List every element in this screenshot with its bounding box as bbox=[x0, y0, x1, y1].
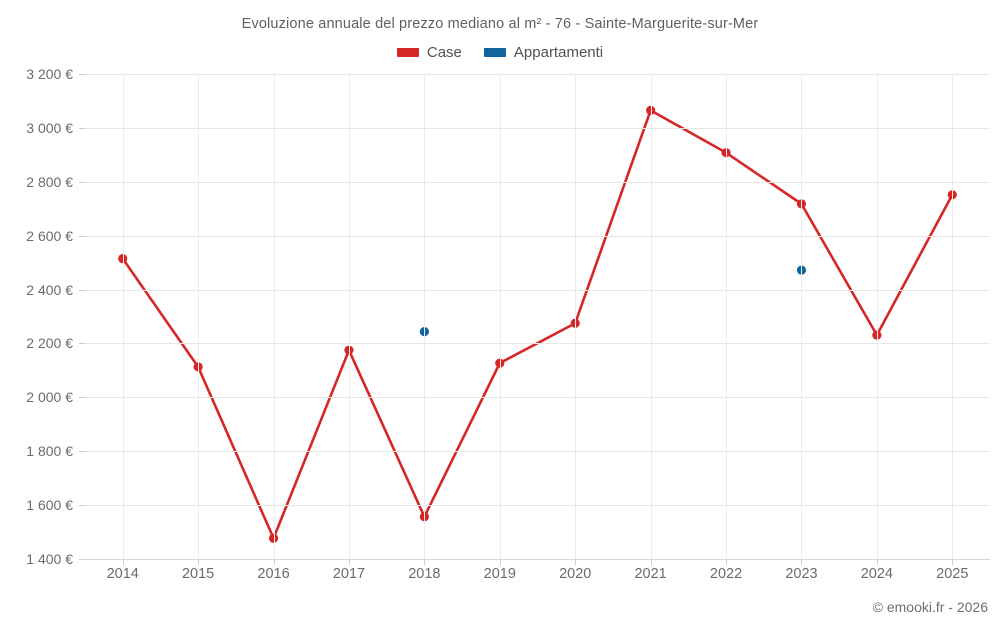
y-axis-label: 2 600 € bbox=[26, 227, 73, 244]
x-tick-mark bbox=[273, 559, 275, 565]
legend-swatch-case bbox=[396, 48, 419, 57]
x-axis-label: 2014 bbox=[106, 566, 139, 582]
x-gridline bbox=[198, 74, 200, 559]
x-gridline bbox=[801, 74, 803, 559]
x-tick-mark bbox=[499, 559, 501, 565]
x-axis-label: 2024 bbox=[860, 566, 894, 582]
legend-entry-case[interactable]: Case bbox=[396, 44, 462, 61]
y-gridline bbox=[85, 343, 990, 345]
y-tick-mark bbox=[79, 451, 85, 453]
chart-title: Evoluzione annuale del prezzo mediano al… bbox=[241, 16, 759, 32]
y-gridline bbox=[85, 505, 990, 507]
y-axis-label: 1 400 € bbox=[26, 551, 73, 567]
y-gridline bbox=[85, 181, 990, 183]
legend-label-case: Case bbox=[426, 44, 462, 61]
y-axis-label: 3 200 € bbox=[26, 66, 73, 82]
y-gridline bbox=[85, 289, 990, 291]
x-gridline bbox=[876, 74, 878, 559]
legend-entry-appartamenti[interactable]: Appartamenti bbox=[483, 44, 604, 61]
y-tick-mark bbox=[79, 74, 85, 75]
legend-label-appartamenti: Appartamenti bbox=[513, 44, 604, 61]
chart-legend: Case Appartamenti bbox=[0, 44, 1000, 61]
series-line-case bbox=[121, 109, 954, 540]
x-tick-mark bbox=[424, 559, 426, 565]
x-axis-line bbox=[85, 559, 990, 560]
x-tick-mark bbox=[726, 559, 728, 565]
x-axis-label: 2021 bbox=[634, 566, 667, 582]
x-axis-label: 2015 bbox=[181, 566, 215, 582]
x-tick-mark bbox=[122, 559, 124, 565]
y-tick-mark bbox=[79, 289, 85, 291]
x-tick-mark bbox=[198, 559, 200, 565]
y-axis-label: 2 800 € bbox=[26, 173, 73, 190]
y-axis-label: 2 400 € bbox=[26, 281, 73, 298]
x-gridline bbox=[575, 74, 577, 559]
x-tick-mark bbox=[348, 559, 350, 565]
y-axis-label: 2 200 € bbox=[26, 335, 73, 352]
y-tick-mark bbox=[79, 235, 85, 237]
x-gridline bbox=[273, 74, 275, 559]
x-gridline bbox=[122, 74, 124, 559]
x-gridline bbox=[952, 74, 954, 559]
y-gridline bbox=[85, 397, 990, 399]
series-layer bbox=[118, 105, 957, 543]
x-tick-mark bbox=[575, 559, 577, 565]
x-axis-label: 2020 bbox=[559, 566, 592, 582]
copyright-footer: © emooki.fr - 2026 bbox=[872, 599, 988, 615]
y-axis-label: 3 000 € bbox=[26, 119, 73, 136]
plot-area bbox=[85, 74, 990, 560]
y-gridline bbox=[85, 127, 990, 129]
x-tick-mark bbox=[952, 559, 954, 565]
y-tick-mark bbox=[79, 127, 85, 129]
x-gridline bbox=[650, 74, 652, 559]
y-tick-mark bbox=[79, 397, 85, 399]
x-tick-mark bbox=[650, 559, 652, 565]
x-tick-mark bbox=[801, 559, 803, 565]
x-axis-label: 2022 bbox=[709, 566, 743, 582]
x-tick-mark bbox=[876, 559, 878, 565]
x-axis-label: 2016 bbox=[257, 566, 290, 582]
y-axis-label: 1 800 € bbox=[26, 443, 73, 460]
y-gridline bbox=[85, 74, 990, 75]
y-gridline bbox=[85, 451, 990, 453]
y-axis-label: 2 000 € bbox=[26, 389, 73, 406]
x-gridline bbox=[348, 74, 350, 559]
x-axis-label: 2018 bbox=[408, 566, 441, 582]
x-axis-label: 2017 bbox=[332, 566, 366, 582]
x-gridline bbox=[499, 74, 501, 559]
y-axis-label: 1 600 € bbox=[26, 497, 73, 514]
y-tick-mark bbox=[79, 343, 85, 345]
y-gridline bbox=[85, 235, 990, 237]
y-tick-mark bbox=[79, 505, 85, 507]
x-gridline bbox=[726, 74, 728, 559]
y-tick-mark bbox=[79, 559, 85, 560]
x-axis-label: 2019 bbox=[483, 566, 516, 582]
x-axis-label: 2025 bbox=[936, 566, 969, 582]
y-tick-mark bbox=[79, 181, 85, 183]
legend-swatch-appartamenti bbox=[483, 48, 506, 57]
y-axis: 1 400 € 1 600 € 1 800 € 2 000 € 2 200 € 2 400… bbox=[0, 0, 85, 625]
x-axis-label: 2023 bbox=[785, 566, 818, 582]
x-gridline bbox=[424, 74, 426, 559]
